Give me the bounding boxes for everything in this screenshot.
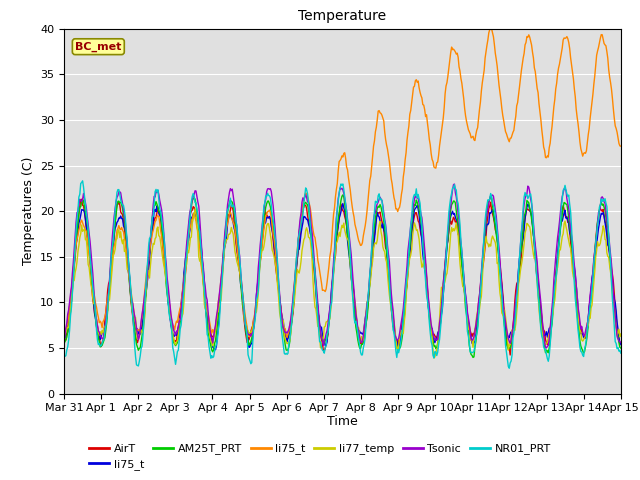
Legend: AirT, li75_t, AM25T_PRT, li75_t, li77_temp, Tsonic, NR01_PRT: AirT, li75_t, AM25T_PRT, li75_t, li77_te… [85, 439, 555, 474]
Tsonic [204, 297, 211, 303]
NR01_PRT [617, 350, 625, 356]
Y-axis label: Temperatures (C): Temperatures (C) [22, 157, 35, 265]
li77_temp [617, 331, 625, 337]
li75_t [434, 330, 442, 336]
Tsonic [451, 181, 458, 187]
NR01_PRT [60, 352, 68, 358]
Tsonic [432, 337, 440, 343]
Tsonic [388, 300, 396, 305]
li75_t [159, 231, 166, 237]
NR01_PRT [480, 230, 488, 236]
AirT [159, 251, 167, 257]
li75_t [617, 342, 625, 348]
li75_t [313, 247, 321, 253]
li75_t [60, 328, 68, 334]
li77_temp [313, 313, 321, 319]
Line: AirT: AirT [64, 199, 621, 355]
li75_t [617, 143, 625, 149]
AM25T_PRT [159, 232, 166, 238]
NR01_PRT [389, 327, 397, 333]
Line: Tsonic: Tsonic [64, 184, 621, 348]
AM25T_PRT [469, 355, 477, 360]
li75_t [313, 297, 321, 303]
li75_t [339, 201, 347, 206]
AirT [60, 336, 68, 341]
AM25T_PRT [60, 341, 68, 347]
li75_t [481, 234, 489, 240]
AM25T_PRT [433, 345, 440, 350]
li75_t [433, 160, 440, 166]
AirT [389, 324, 397, 330]
NR01_PRT [506, 365, 513, 371]
NR01_PRT [79, 178, 86, 184]
li75_t [480, 67, 488, 73]
Title: Temperature: Temperature [298, 10, 387, 24]
Tsonic [617, 339, 625, 345]
Tsonic [159, 215, 166, 220]
NR01_PRT [159, 229, 167, 235]
li77_temp [481, 240, 489, 246]
li75_t [60, 335, 68, 340]
AirT [433, 335, 440, 341]
AirT [204, 325, 212, 331]
Line: li75_t: li75_t [64, 29, 621, 337]
li77_temp [430, 355, 438, 361]
AirT [506, 352, 514, 358]
Tsonic [480, 235, 488, 241]
li75_t [204, 312, 211, 318]
Line: li75_t: li75_t [64, 204, 621, 350]
li75_t [487, 26, 495, 32]
li77_temp [159, 254, 166, 260]
AirT [313, 303, 321, 309]
Line: li77_temp: li77_temp [64, 209, 621, 358]
AM25T_PRT [204, 321, 211, 326]
li75_t [212, 347, 220, 353]
li75_t [389, 189, 397, 194]
X-axis label: Time: Time [327, 415, 358, 428]
AM25T_PRT [617, 345, 625, 351]
AM25T_PRT [389, 315, 397, 321]
NR01_PRT [204, 334, 212, 339]
AirT [78, 196, 86, 202]
li77_temp [389, 313, 397, 319]
Tsonic [60, 334, 68, 339]
Tsonic [543, 345, 550, 351]
li75_t [159, 241, 166, 247]
li75_t [390, 322, 398, 328]
Text: BC_met: BC_met [75, 42, 122, 52]
li75_t [204, 309, 211, 315]
NR01_PRT [433, 353, 440, 359]
Line: NR01_PRT: NR01_PRT [64, 181, 621, 368]
Line: AM25T_PRT: AM25T_PRT [64, 195, 621, 358]
li77_temp [60, 337, 68, 343]
li77_temp [191, 206, 199, 212]
Tsonic [312, 277, 320, 283]
li77_temp [434, 345, 442, 351]
li77_temp [204, 311, 212, 316]
AM25T_PRT [312, 283, 320, 288]
AirT [480, 253, 488, 259]
AirT [617, 340, 625, 346]
li75_t [284, 335, 291, 340]
AM25T_PRT [481, 229, 489, 235]
NR01_PRT [313, 302, 321, 308]
AM25T_PRT [339, 192, 347, 198]
